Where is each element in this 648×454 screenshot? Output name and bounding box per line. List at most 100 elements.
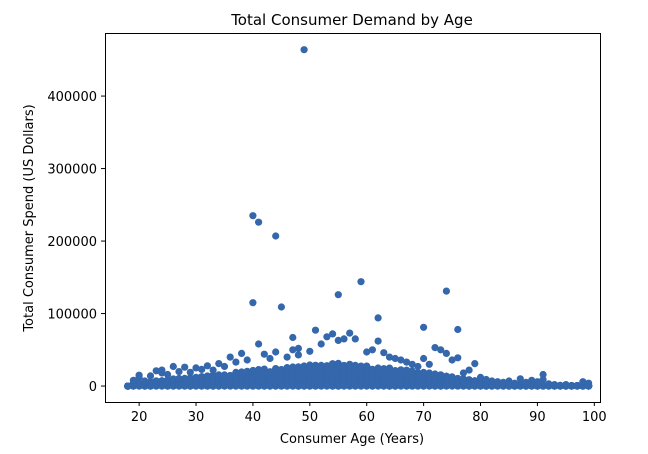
data-point-band-395	[198, 373, 206, 381]
data-point-19	[215, 360, 223, 368]
data-point-12	[175, 368, 183, 376]
data-point-22	[232, 358, 240, 366]
data-point-band-172	[152, 377, 160, 385]
x-tick-label-6: 80	[472, 410, 489, 425]
data-point-band-781	[272, 372, 280, 381]
data-point-band-956	[306, 382, 314, 390]
data-point-band-694	[255, 376, 263, 384]
data-point-band-202	[158, 382, 166, 390]
data-point-band-1124	[340, 370, 348, 378]
data-point-band-1534	[420, 371, 428, 379]
data-point-band-695	[255, 382, 263, 390]
data-point-band-520	[220, 376, 229, 384]
data-point-band-1304	[374, 382, 382, 390]
data-point-band-1242	[363, 368, 371, 376]
data-point-39	[300, 46, 308, 54]
y-tick-label-3: 300000	[47, 163, 97, 178]
data-point-81	[511, 379, 519, 387]
data-point-band-983	[311, 373, 320, 381]
x-tick-label-7: 90	[529, 410, 546, 425]
data-point-band-115	[141, 382, 149, 390]
data-point-band-1100	[334, 374, 342, 382]
data-point-74	[471, 360, 479, 368]
data-point-band-985	[311, 382, 320, 390]
data-point-band-260	[169, 382, 177, 390]
data-point-46	[334, 336, 342, 344]
data-point-band-665	[249, 376, 257, 384]
x-axis-label: Consumer Age (Years)	[280, 432, 424, 447]
data-point-band-666	[249, 382, 257, 390]
data-point-64	[425, 360, 433, 368]
data-point-band-724	[260, 382, 268, 390]
data-point-band-376	[192, 382, 200, 390]
data-point-band-492	[215, 382, 223, 390]
data-point-band-1215	[357, 368, 365, 377]
data-point-27	[255, 218, 263, 226]
data-point-band-1117	[340, 361, 348, 370]
data-point-66	[437, 346, 445, 354]
data-point-band-1855	[482, 382, 490, 390]
data-point-23	[238, 349, 246, 357]
data-point-71	[454, 354, 462, 362]
data-point-band-919	[300, 363, 308, 371]
data-point-band-1357	[385, 364, 394, 372]
x-tick-label-0: 20	[131, 410, 148, 425]
data-point-50	[357, 278, 365, 286]
data-point-band-1391	[391, 382, 399, 390]
y-tick-label-4: 400000	[47, 90, 97, 105]
data-point-band-1593	[431, 370, 439, 378]
data-point-15	[192, 364, 200, 372]
data-point-band-1507	[414, 382, 422, 390]
data-point-band-144	[146, 382, 155, 390]
data-point-band-1739	[459, 382, 467, 390]
data-point-24	[243, 356, 251, 364]
data-point-band-231	[164, 382, 172, 390]
data-point-band-637	[243, 382, 251, 390]
data-point-band-578	[232, 375, 240, 383]
data-point-band-347	[186, 382, 194, 390]
data-point-band-173	[152, 382, 160, 390]
data-point-9	[158, 366, 166, 374]
data-point-59	[403, 358, 411, 366]
data-point-34	[283, 353, 291, 361]
data-point-88	[545, 380, 553, 388]
data-point-band-579	[232, 382, 240, 390]
data-point-band-662	[249, 366, 257, 375]
data-point-2	[129, 376, 137, 384]
data-point-63	[420, 354, 428, 363]
data-point-43	[323, 333, 331, 341]
data-point-band-897	[294, 366, 302, 374]
data-point-7	[152, 367, 160, 375]
data-point-37	[294, 344, 302, 352]
data-point-band-1072	[329, 382, 337, 390]
data-point-38	[294, 351, 302, 359]
data-point-band-608	[238, 382, 246, 390]
data-point-40	[306, 347, 314, 355]
data-point-band-1826	[476, 382, 485, 390]
data-point-band-1420	[397, 382, 405, 390]
data-point-band-2145	[539, 382, 547, 390]
y-axis-label: Total Consumer Spend (US Dollars)	[22, 104, 37, 332]
data-point-band-1564	[425, 377, 433, 385]
data-point-69	[448, 356, 456, 364]
data-point-20	[220, 362, 229, 371]
data-point-91	[579, 378, 587, 386]
data-point-band-1188	[351, 382, 359, 390]
data-point-band-1565	[425, 382, 433, 390]
data-point-93	[585, 381, 593, 389]
data-point-58	[397, 356, 405, 364]
data-point-band-2319	[573, 382, 581, 390]
data-point-31	[272, 232, 280, 240]
data-point-band-515	[220, 371, 229, 379]
data-point-53	[374, 314, 382, 322]
data-point-17	[203, 362, 211, 370]
x-tick-label-1: 30	[188, 410, 205, 425]
data-point-band-926	[300, 374, 308, 383]
data-point-48	[346, 329, 354, 337]
data-point-44	[329, 330, 337, 338]
data-point-54	[374, 337, 382, 345]
data-point-33	[277, 303, 285, 311]
data-point-21	[226, 353, 234, 361]
data-point-band-1070	[329, 361, 337, 369]
